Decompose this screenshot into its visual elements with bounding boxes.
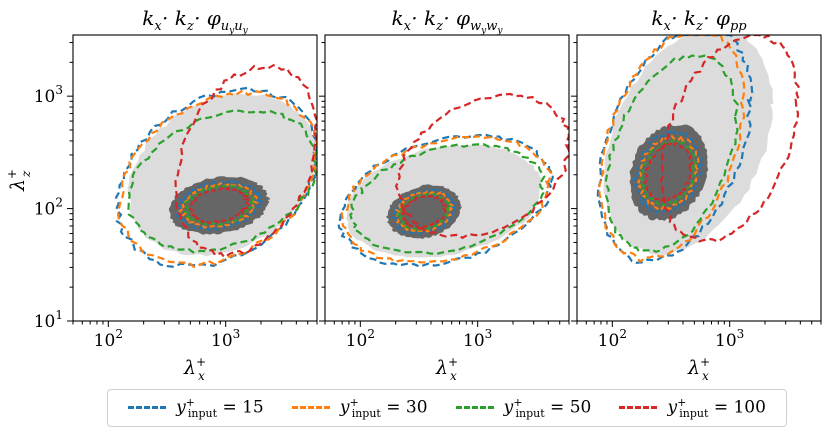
legend-item-1: y+input = 15 bbox=[128, 396, 264, 420]
axes-frame bbox=[576, 34, 822, 322]
legend-label: y+input = 15 bbox=[176, 395, 264, 421]
contour-y-input-30 bbox=[340, 135, 553, 264]
contour-y-input-100 bbox=[394, 92, 569, 240]
panel-title: kx · kz · φpp bbox=[651, 6, 747, 34]
legend-swatch bbox=[455, 406, 494, 410]
legend-item-3: y+input = 50 bbox=[455, 395, 592, 421]
legend-label: y+input = 30 bbox=[339, 395, 428, 421]
x-tick-label: 102 bbox=[346, 327, 375, 351]
y-tick-label: 103 bbox=[34, 83, 63, 107]
legend-swatch bbox=[291, 406, 330, 410]
contour-y-input-100 bbox=[659, 35, 801, 243]
x-axis-label: λ+ x bbox=[183, 355, 206, 383]
legend: y+input = 15 y+input = 30 y+input = 50 y+in… bbox=[107, 389, 787, 427]
inner-contour-2 bbox=[636, 133, 701, 212]
y-tick-label: 102 bbox=[34, 196, 63, 220]
legend-swatch bbox=[619, 406, 658, 410]
inner-contour-1 bbox=[633, 130, 704, 215]
panel-title: kx · kz · φwywy bbox=[391, 6, 503, 36]
panel-1: 102 103 101 102 103 kx · kz · φuyuy λ+ x bbox=[34, 6, 318, 383]
y-tick-label: 101 bbox=[34, 308, 63, 332]
contour-y-input-50 bbox=[604, 54, 739, 253]
inner-contour-4 bbox=[644, 141, 695, 203]
contour-y-input-50 bbox=[127, 109, 317, 254]
contour-y-input-30 bbox=[116, 89, 317, 269]
x-axis-label: λ+ x bbox=[687, 355, 710, 383]
legend-label: y+input = 50 bbox=[503, 395, 592, 421]
x-tick-label: 102 bbox=[598, 327, 627, 351]
inner-contour-4 bbox=[188, 186, 251, 224]
inner-contour-3 bbox=[395, 192, 452, 232]
axes-frame bbox=[324, 34, 570, 322]
panel-2: 102 103 kx · kz · φwywy λ+ x bbox=[319, 6, 570, 383]
panel-title: kx · kz · φuyuy bbox=[142, 6, 248, 36]
x-tick-label: 103 bbox=[211, 327, 240, 351]
panel-3: 102 103 kx · kz · φpp λ+ x bbox=[571, 6, 822, 383]
x-tick-label: 103 bbox=[715, 327, 744, 351]
axes-frame bbox=[72, 34, 318, 322]
contour-y-input-50 bbox=[349, 143, 547, 255]
x-tick-label: 103 bbox=[463, 327, 492, 351]
inner-contour-4 bbox=[399, 194, 448, 230]
inner-contour-3 bbox=[640, 138, 698, 207]
y-axis-label: λ+z bbox=[5, 169, 33, 192]
contour-y-input-100 bbox=[174, 63, 317, 259]
contour-y-input-15 bbox=[114, 86, 317, 268]
contour-y-input-30 bbox=[598, 35, 746, 264]
legend-item-4: y+input = 100 bbox=[619, 395, 766, 421]
legend-swatch bbox=[128, 406, 167, 410]
legend-label: y+input = 100 bbox=[667, 395, 766, 421]
legend-item-2: y+input = 30 bbox=[291, 395, 428, 421]
x-tick-label: 102 bbox=[94, 327, 123, 351]
x-axis-label: λ+ x bbox=[435, 355, 458, 383]
